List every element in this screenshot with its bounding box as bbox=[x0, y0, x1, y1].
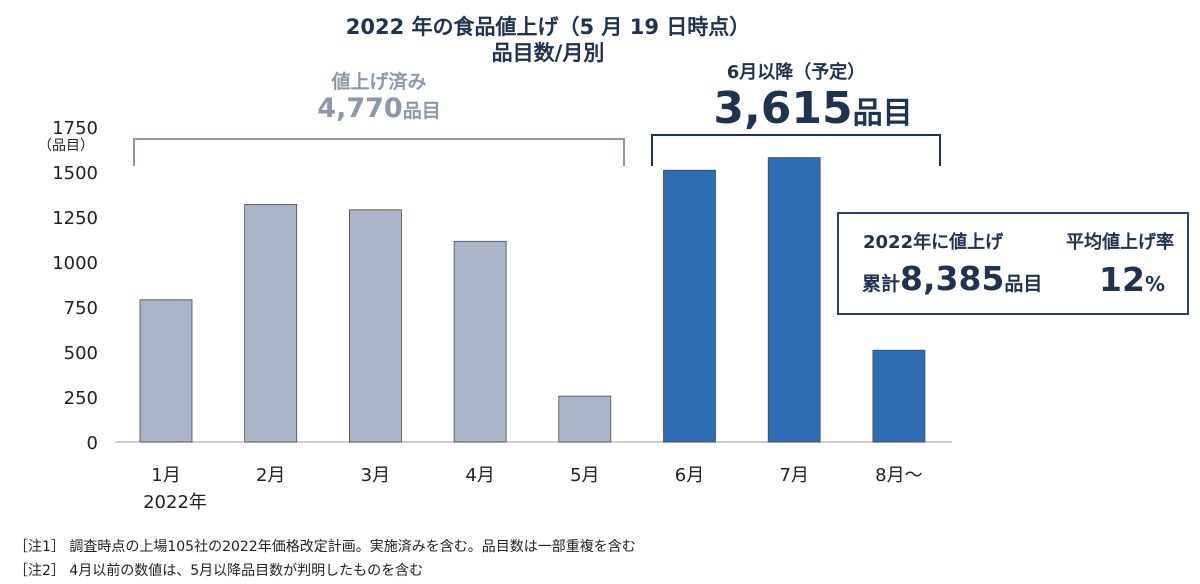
y-tick-label: 750 bbox=[64, 298, 98, 319]
planned-unit: 品目 bbox=[853, 96, 913, 131]
y-tick-label: 1500 bbox=[52, 163, 98, 184]
planned-value: 3,615 bbox=[713, 83, 852, 134]
bar-4 bbox=[453, 240, 507, 443]
x-axis-year-label: 2022年 bbox=[143, 492, 207, 513]
category-label: 3月 bbox=[361, 465, 390, 486]
bar-8 bbox=[872, 349, 926, 443]
y-tick-label: 250 bbox=[64, 388, 98, 409]
done-unit: 品目 bbox=[403, 100, 441, 122]
y-axis-unit: （品目） bbox=[38, 138, 94, 154]
bar-6 bbox=[663, 169, 716, 443]
chart-title: 2022 年の食品値上げ（5 月 19 日時点） bbox=[346, 15, 751, 39]
summary-avg-value: 12 bbox=[1099, 260, 1145, 299]
summary-cum-unit: 品目 bbox=[1004, 273, 1042, 295]
summary-box bbox=[837, 212, 1189, 315]
summary-cum-total: 累計8,385品目 bbox=[862, 259, 1042, 298]
y-tick-label: 500 bbox=[64, 343, 98, 364]
category-label: 1月 bbox=[151, 465, 180, 486]
summary-avg-label: 平均値上げ率 bbox=[1066, 231, 1174, 253]
y-axis-ticks: 0 250 500 750 1000 1250 1500 1750 bbox=[52, 118, 98, 454]
y-tick-label: 0 bbox=[87, 433, 98, 454]
bar-1 bbox=[139, 299, 193, 443]
bars bbox=[139, 157, 926, 443]
y-tick-label: 1250 bbox=[52, 208, 98, 229]
summary-cum-value: 8,385 bbox=[900, 259, 1004, 298]
category-label: 5月 bbox=[570, 465, 599, 486]
planned-total: 3,615品目 bbox=[713, 83, 912, 134]
done-value: 4,770 bbox=[317, 93, 402, 124]
category-label: 8月～ bbox=[875, 465, 922, 486]
chart-subtitle: 品目数/月別 bbox=[492, 41, 605, 65]
done-bracket bbox=[133, 138, 625, 166]
bar-7 bbox=[767, 157, 821, 443]
category-label: 4月 bbox=[465, 465, 494, 486]
planned-label: 6月以降（予定） bbox=[727, 61, 866, 83]
planned-bracket bbox=[651, 134, 941, 166]
bar-2 bbox=[244, 203, 298, 443]
summary-avg-unit: % bbox=[1145, 272, 1165, 296]
note-2: ［注2］ 4月以前の数値は、5月以降品目数が判明したものを含む bbox=[14, 562, 423, 579]
done-label: 値上げ済み bbox=[330, 70, 426, 93]
summary-cum-prefix: 累計 bbox=[862, 272, 900, 295]
y-tick-label: 1000 bbox=[52, 253, 98, 274]
x-axis-categories: 1月 2月 3月 4月 5月 6月 7月 8月～ bbox=[151, 465, 922, 486]
note-1: ［注1］ 調査時点の上場105社の2022年価格改定計画。実施済みを含む。品目数… bbox=[14, 538, 636, 555]
category-label: 7月 bbox=[779, 465, 808, 486]
category-label: 2月 bbox=[256, 465, 285, 486]
done-total: 4,770品目 bbox=[317, 93, 440, 124]
bar-5 bbox=[558, 395, 612, 443]
category-label: 6月 bbox=[675, 465, 704, 486]
summary-cum-label: 2022年に値上げ bbox=[863, 231, 1004, 253]
summary-avg-total: 12% bbox=[1099, 260, 1165, 299]
bar-3 bbox=[348, 209, 402, 443]
y-tick-label: 1750 bbox=[52, 118, 98, 139]
